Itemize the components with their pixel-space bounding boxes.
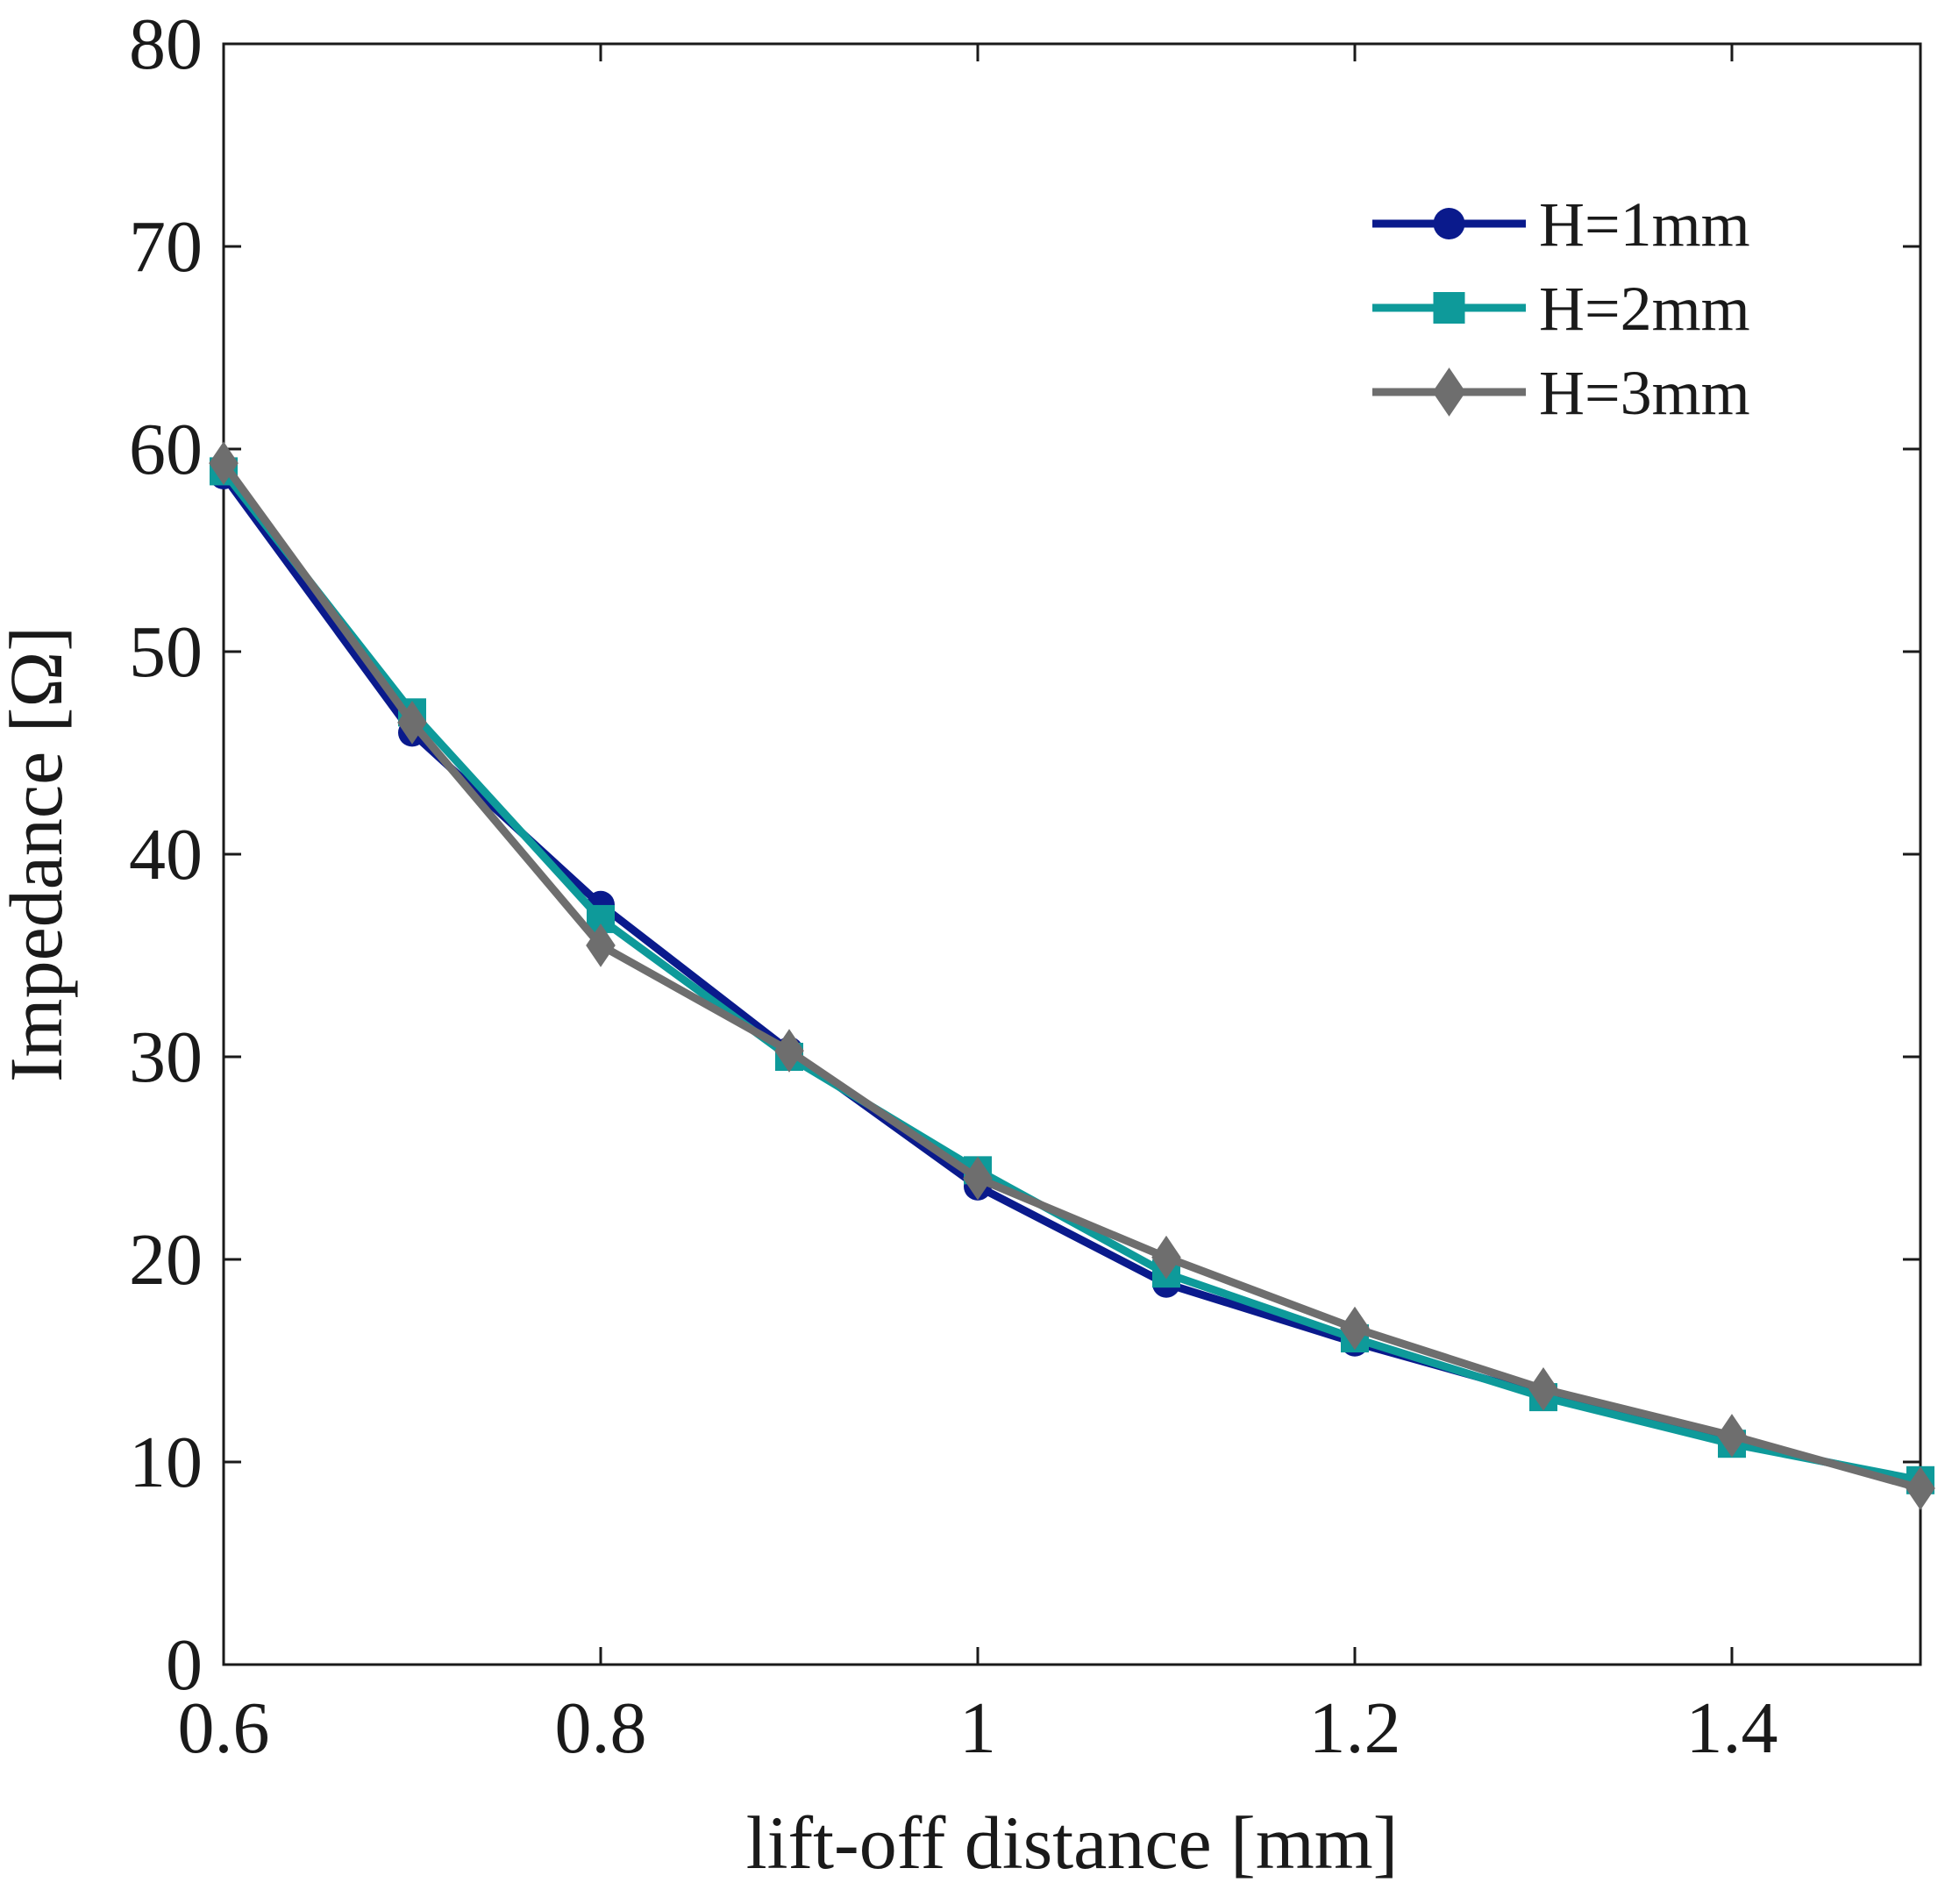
- series-line: [220, 468, 1921, 1485]
- series-line: [220, 473, 1921, 1487]
- series-h-1mm: [210, 461, 1934, 1497]
- y-tick-label: 20: [129, 1219, 203, 1301]
- legend-item: H=2mm: [1372, 274, 1750, 344]
- legend-label: H=2mm: [1539, 274, 1750, 344]
- x-tick-label: 1: [959, 1687, 996, 1769]
- y-axis-label: Impedance [Ω]: [0, 626, 78, 1082]
- tick-labels: 0.6 0.8 1 1.2 1.4 0 10 20 30 40 50 60 70 80: [129, 4, 1778, 1769]
- y-tick-label: 30: [129, 1016, 203, 1098]
- x-tick-label: 0.6: [178, 1687, 270, 1769]
- data-point: [1151, 1235, 1181, 1280]
- axis-ticks: [222, 42, 1920, 1666]
- data-point: [209, 441, 239, 485]
- y-tick-label: 80: [129, 4, 203, 85]
- y-tick-label: 70: [129, 206, 203, 288]
- data-point: [1717, 1414, 1747, 1458]
- legend-marker: [1433, 292, 1465, 324]
- data-point: [397, 701, 427, 745]
- data-point: [1340, 1306, 1370, 1351]
- y-tick-label: 40: [129, 814, 203, 895]
- data-point: [774, 1029, 804, 1073]
- legend-item: H=3mm: [1372, 358, 1750, 428]
- data-point: [1906, 1466, 1935, 1510]
- legend-marker: [1432, 367, 1466, 417]
- y-tick-label: 0: [166, 1624, 203, 1706]
- data-series: [209, 441, 1935, 1510]
- y-tick-label: 60: [129, 409, 203, 490]
- x-axis-label: lift-off distance [mm]: [746, 1801, 1399, 1885]
- legend: H=1mm H=2mm H=3mm: [1372, 189, 1750, 428]
- x-tick-label: 0.8: [555, 1687, 647, 1769]
- data-point: [586, 923, 616, 967]
- y-tick-label: 10: [129, 1422, 203, 1503]
- x-tick-label: 1.4: [1686, 1687, 1778, 1769]
- legend-marker: [1433, 208, 1465, 239]
- series-line: [220, 460, 1922, 1493]
- legend-item: H=1mm: [1372, 189, 1750, 260]
- legend-label: H=1mm: [1539, 189, 1750, 260]
- data-point: [963, 1156, 993, 1201]
- data-point: [1528, 1367, 1558, 1411]
- y-tick-label: 50: [129, 611, 203, 693]
- series-h-2mm: [210, 457, 1934, 1494]
- x-tick-label: 1.2: [1309, 1687, 1401, 1769]
- series-h-3mm: [209, 441, 1935, 1510]
- legend-label: H=3mm: [1539, 358, 1750, 428]
